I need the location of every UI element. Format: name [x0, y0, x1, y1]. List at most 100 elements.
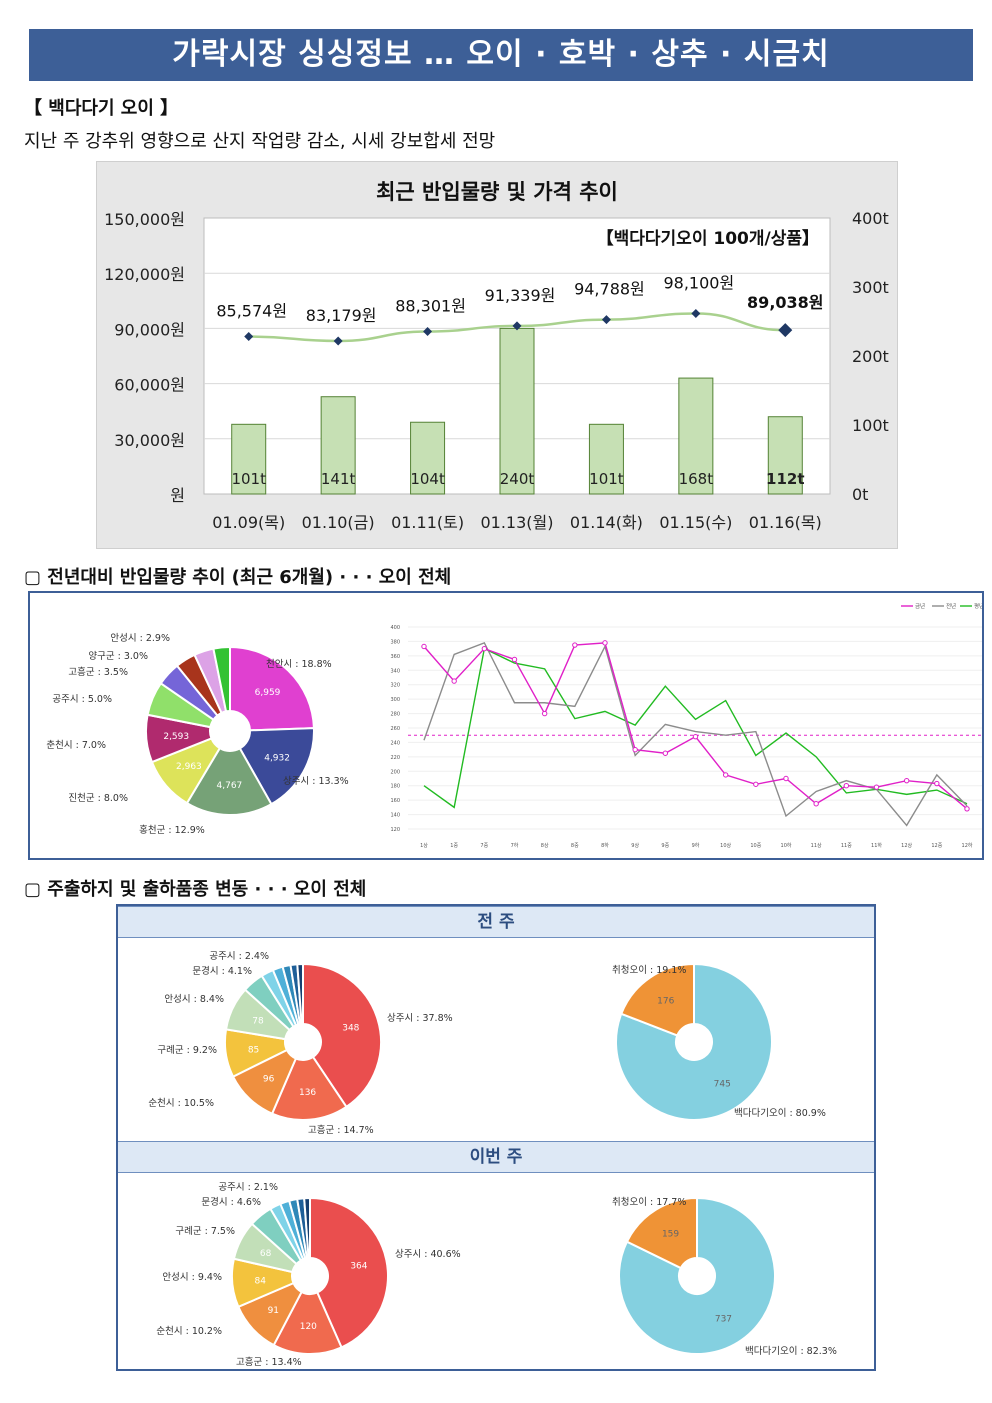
volume-bar-label: 101t [589, 470, 624, 488]
pie-value-label: 737 [715, 1314, 732, 1324]
pie-category-label: 문경시 : 4.6% [201, 1196, 261, 1208]
x-tick-label: 01.14(화) [570, 513, 643, 532]
price-label: 83,179원 [306, 306, 377, 325]
x-tick-label: 7중 [480, 843, 488, 849]
chart-unit-note: 【백다다기오이 100개/상품】 [597, 228, 819, 249]
series-point [873, 784, 880, 790]
x-tick-label: 12상 [901, 842, 912, 849]
y-left-tick-label: 원 [170, 486, 185, 505]
chart-title: 최근 반입물량 및 가격 추이 [376, 180, 618, 204]
volume-bar [678, 377, 714, 495]
x-tick-label: 10중 [750, 843, 761, 849]
pie-category-label: 공주시 : 5.0% [52, 694, 112, 705]
y-right-tick-label: 100t [852, 416, 889, 435]
pie-value-label: 96 [263, 1074, 275, 1084]
x-tick-label: 9중 [661, 843, 669, 849]
y-tick-label: 360 [390, 654, 400, 660]
pie-value-label: 91 [268, 1306, 279, 1316]
y-right-tick-label: 200t [852, 347, 889, 366]
pie-value-label: 84 [254, 1277, 266, 1287]
volume-bar [320, 396, 356, 495]
y-tick-label: 240 [390, 740, 400, 746]
series-point [813, 801, 819, 807]
series-point [753, 781, 759, 787]
series-point [783, 775, 789, 782]
y-tick-label: 120 [390, 827, 400, 833]
series-point [692, 733, 699, 740]
y-tick-label: 400 [390, 625, 400, 631]
price-label: 85,574원 [216, 302, 287, 321]
x-tick-label: 01.16(목) [749, 513, 822, 532]
series-point [964, 806, 970, 812]
pie-category-label: 취청오이 : 19.1% [612, 965, 686, 976]
pie-category-label: 춘천시 : 7.0% [46, 740, 106, 751]
volume-bar [499, 327, 535, 495]
series-point [572, 642, 578, 648]
pie-slice [625, 1196, 698, 1270]
market-summary: 지난 주 강추위 영향으로 산지 작업량 감소, 시세 강보합세 전망 [24, 131, 496, 152]
pie-slice [309, 1196, 389, 1349]
volume-bar [231, 423, 267, 495]
pie-category-label: 공주시 : 2.4% [209, 951, 269, 962]
y-left-tick-label: 60,000원 [114, 376, 185, 395]
series-point [934, 780, 940, 787]
pie-value-label: 745 [714, 1079, 731, 1089]
x-tick-label: 8상 [541, 842, 549, 849]
price-marker [601, 315, 611, 325]
origin-variety-panel: 전 주 348 상주시 : 37.8% 136 고흥군 : 14.7% 96 순천시 : … [116, 904, 876, 1371]
pie-slice [619, 962, 695, 1037]
x-tick-label: 01.15(수) [659, 513, 732, 532]
y-tick-label: 300 [390, 697, 400, 703]
x-tick-label: 10상 [720, 842, 731, 849]
section-heading-cucumber: 【 백다다기 오이 】 [24, 98, 179, 119]
pie-slice [272, 1290, 343, 1355]
pie-slice [618, 1196, 776, 1355]
y-tick-label: 260 [390, 726, 400, 732]
volume-bar-label: 104t [410, 470, 445, 488]
price-marker [244, 332, 254, 342]
x-tick-label: 9하 [692, 842, 700, 849]
pie-category-label: 순천시 : 10.5% [148, 1098, 214, 1109]
price-marker [778, 323, 793, 338]
y-left-tick-label: 120,000원 [104, 265, 185, 284]
volume-bar-label: 168t [679, 470, 714, 488]
pie-category-label: 홍천군 : 12.9% [139, 824, 205, 836]
price-label: 88,301원 [395, 297, 466, 316]
x-tick-label: 11중 [841, 843, 852, 849]
x-tick-label: 01.11(토) [391, 513, 464, 532]
pie-value-label: 2,593 [163, 732, 189, 742]
y-tick-label: 280 [390, 712, 400, 718]
series-point [602, 640, 608, 646]
pie-slice [212, 645, 231, 713]
pie-category-label: 고흥군 : 3.5% [68, 666, 128, 678]
pie-category-label: 순천시 : 10.2% [156, 1326, 222, 1337]
prev-week-origin-pie: 348 상주시 : 37.8% 136 고흥군 : 14.7% 96 순천시 : 10.5… [148, 951, 452, 1136]
pie-value-label: 85 [248, 1045, 259, 1055]
series-line [423, 642, 968, 810]
volume-bar-label: 240t [500, 470, 535, 488]
this-week-origin-pie: 364 상주시 : 40.6% 120 고흥군 : 13.4% 91 순천시 : 10.2… [156, 1182, 460, 1368]
pie-category-label: 구례군 : 9.2% [157, 1045, 217, 1056]
pie-value-label: 6,959 [255, 688, 281, 698]
pie-category-label: 천안시 : 18.8% [266, 659, 332, 670]
pie-value-label: 4,767 [217, 781, 243, 791]
price-volume-chart: 최근 반입물량 및 가격 추이 【백다다기오이 100개/상품】 101t 141… [104, 180, 889, 532]
origin-share-pie: 6,959 천안시 : 18.8% 4,932 상주시 : 13.3% 4,767 홍천군… [46, 633, 348, 836]
pie-value-label: 78 [252, 1016, 264, 1026]
volume-bar [767, 416, 803, 495]
y-tick-label: 220 [390, 755, 400, 761]
price-marker [691, 308, 701, 318]
pie-category-label: 고흥군 : 14.7% [308, 1124, 374, 1136]
price-label: 89,038원 [747, 293, 823, 312]
legend-label: 평년 [974, 602, 982, 610]
pie-value-label: 136 [299, 1088, 316, 1098]
yoy-volume-line-chart: 120 140 160 180 200 220 240 260 280 300 320 340 360 3… [390, 602, 982, 849]
band-previous-week: 전 주 [118, 906, 874, 938]
y-right-tick-label: 400t [852, 209, 889, 228]
y-tick-label: 160 [390, 798, 400, 804]
price-marker [423, 327, 433, 337]
pie-value-label: 2,963 [176, 762, 202, 772]
page-title: 가락시장 싱싱정보 … 오이 · 호박 · 상추 · 시금치 [29, 29, 973, 81]
price-label: 98,100원 [663, 273, 734, 292]
prev-week-variety-pie: 745 백다다기오이 : 80.9% 176 취청오이 : 19.1% [612, 962, 826, 1121]
